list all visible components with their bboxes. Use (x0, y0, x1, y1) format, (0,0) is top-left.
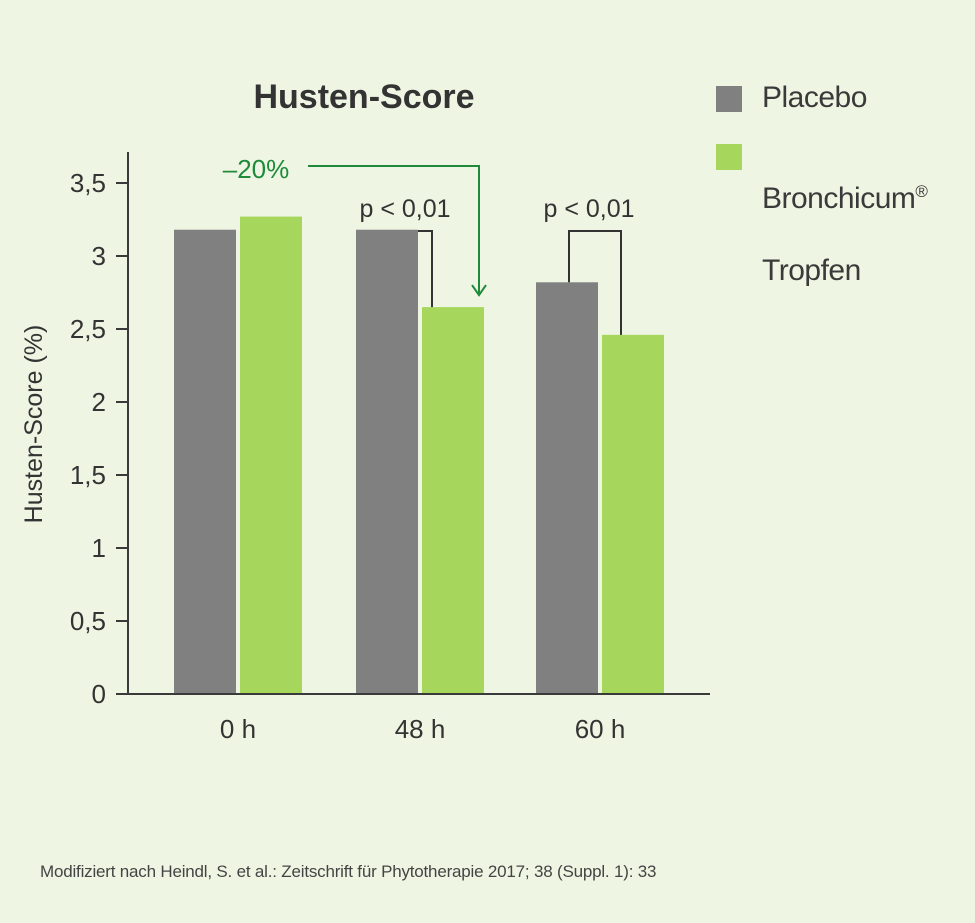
significance-bracket (418, 230, 433, 308)
bar-placebo-60h (536, 282, 598, 694)
legend-item-bronchicum: Bronchicum® Tropfen (716, 138, 966, 287)
source-citation: Modifiziert nach Heindl, S. et al.: Zeit… (40, 862, 657, 881)
bar-placebo-48h (356, 229, 418, 694)
y-tick-label: 3 (92, 241, 106, 271)
x-tick-label: 0 h (220, 714, 256, 744)
y-tick-label: 2 (92, 387, 106, 417)
y-tick-label: 0 (92, 679, 106, 709)
x-tick-label: 48 h (395, 714, 446, 744)
significance-label: p < 0,01 (543, 195, 634, 223)
legend-item-placebo: Placebo (716, 80, 966, 138)
y-tick-label: 1,5 (70, 460, 106, 490)
reduction-arrow-line (308, 165, 480, 294)
legend-swatch-bronchicum (716, 144, 742, 170)
registered-mark: ® (915, 182, 928, 201)
chart-title: Husten-Score (253, 78, 474, 116)
legend-label-placebo: Placebo (762, 81, 867, 114)
y-tick-label: 2,5 (70, 314, 106, 344)
y-tick-label: 0,5 (70, 606, 106, 636)
x-tick-label: 60 h (575, 714, 626, 744)
bar-bronchicum-48h (422, 307, 484, 694)
reduction-arrow-head (471, 284, 487, 297)
legend-label-bronchicum-line1: Bronchicum (762, 182, 916, 215)
bar-placebo-0h (174, 229, 236, 694)
legend-swatch-placebo (716, 86, 742, 112)
legend: Placebo Bronchicum® Tropfen (716, 80, 966, 287)
y-axis-label: Husten-Score (%) (20, 325, 48, 524)
y-tick-label: 3,5 (70, 168, 106, 198)
significance-label: p < 0,01 (359, 195, 450, 223)
bar-bronchicum-60h (602, 334, 664, 694)
bar-bronchicum-0h (240, 216, 302, 694)
y-tick-label: 1 (92, 533, 106, 563)
reduction-label: –20% (223, 154, 290, 184)
legend-label-bronchicum: Bronchicum® Tropfen (762, 138, 928, 289)
significance-bracket (568, 230, 622, 335)
legend-label-bronchicum-line2: Tropfen (762, 254, 861, 287)
